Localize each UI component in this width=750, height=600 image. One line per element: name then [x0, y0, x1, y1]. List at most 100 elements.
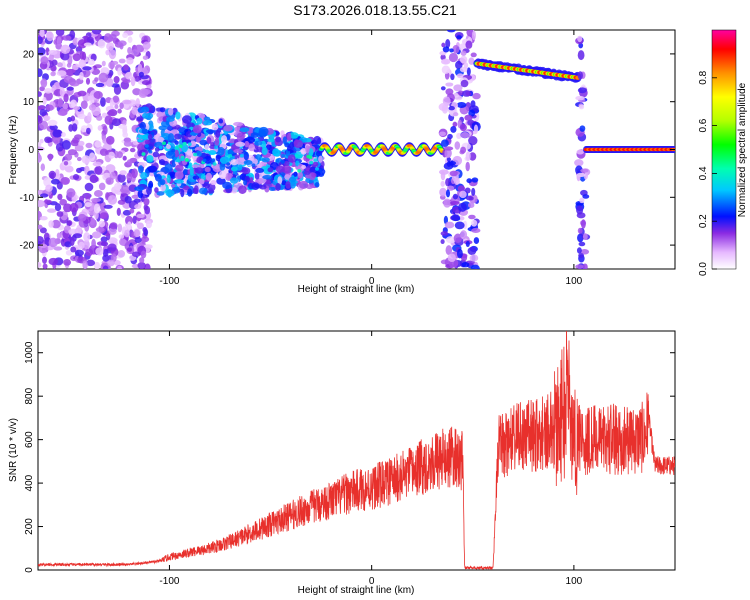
heatmap-cell — [55, 30, 65, 37]
heatmap-cell — [71, 123, 78, 132]
heatmap-cell — [60, 52, 70, 61]
heatmap-cell — [119, 170, 127, 176]
heatmap-cell — [139, 257, 145, 264]
heatmap-cell — [123, 140, 133, 147]
heatmap-cell — [238, 185, 247, 194]
heatmap-cell — [448, 106, 455, 111]
heatmap-cell — [77, 39, 88, 49]
heatmap-cell — [575, 95, 585, 101]
heatmap-cell — [208, 150, 217, 156]
heatmap-cell — [70, 139, 80, 147]
heatmap-cell — [258, 126, 269, 136]
heatmap-cell — [101, 60, 106, 67]
heatmap-cell — [91, 238, 96, 249]
heatmap-cell — [204, 144, 210, 150]
y-tick-label: 600 — [24, 431, 35, 448]
heatmap-cell — [111, 253, 117, 262]
heatmap-cell — [142, 112, 149, 119]
heatmap-cell — [212, 162, 217, 166]
heatmap-cell — [122, 209, 132, 216]
heatmap-cell — [445, 245, 453, 256]
heatmap-cell — [59, 87, 65, 97]
heatmap-cell — [113, 150, 119, 159]
heatmap-cell — [220, 135, 228, 144]
heatmap-cell — [38, 91, 42, 97]
heatmap-cell — [122, 32, 129, 39]
heatmap-cell — [463, 62, 469, 69]
heatmap-cell — [66, 62, 72, 68]
heatmap-cell — [456, 73, 464, 79]
colorbar-tick-label: 0.8 — [698, 70, 709, 84]
heatmap-cell — [578, 104, 585, 110]
heatmap-cell — [146, 154, 154, 163]
heatmap-cell — [77, 113, 87, 120]
heatmap-cell — [74, 249, 84, 257]
heatmap-cell — [230, 177, 239, 184]
heatmap-cell — [95, 247, 104, 256]
heatmap-cell — [309, 160, 314, 165]
heatmap-cell — [289, 132, 299, 139]
heatmap-cell — [102, 265, 109, 269]
heatmap-cell — [452, 193, 458, 200]
heatmap-cell — [141, 237, 146, 244]
heatmap-cell — [293, 139, 303, 149]
heatmap-cell — [272, 148, 280, 157]
heatmap-cell — [48, 257, 59, 266]
heatmap-cell — [137, 134, 148, 140]
heatmap-cell — [148, 149, 153, 154]
heatmap-cell — [52, 129, 63, 138]
heatmap-cell — [109, 98, 114, 109]
heatmap-cell — [178, 127, 187, 134]
heatmap-cell — [243, 179, 248, 186]
heatmap-cell — [108, 61, 116, 69]
heatmap-cell — [187, 188, 193, 197]
heatmap-cell — [105, 77, 114, 88]
heatmap-cell — [142, 227, 148, 233]
heatmap-cell — [148, 180, 154, 189]
heatmap-cell — [576, 212, 586, 219]
heatmap-cell — [141, 128, 148, 135]
heatmap-cell — [145, 220, 152, 229]
heatmap-cell — [93, 190, 103, 197]
heatmap-cell — [470, 264, 480, 269]
heatmap-cell — [146, 186, 152, 195]
heatmap-cell — [38, 68, 43, 77]
heatmap-cell — [158, 145, 163, 150]
heatmap-cell — [57, 62, 63, 68]
heatmap-cell — [187, 173, 197, 183]
heatmap-cell — [233, 149, 244, 154]
heatmap-cell — [577, 71, 583, 80]
heatmap-cell — [196, 117, 203, 125]
heatmap-cell — [243, 151, 250, 161]
heatmap-cell — [281, 180, 287, 186]
heatmap-cell — [57, 109, 68, 116]
heatmap-cell — [465, 240, 470, 247]
heatmap-cell — [137, 138, 142, 143]
heatmap-cell — [193, 185, 199, 194]
snr-x-ticks: -100 0 100 — [159, 331, 583, 587]
heatmap-cell — [53, 246, 63, 251]
heatmap-cell — [460, 146, 467, 154]
heatmap-cell — [469, 254, 479, 262]
colorbar-tick-label: 0.2 — [698, 214, 709, 228]
heatmap-cell — [63, 259, 72, 266]
heatmap-cell — [144, 139, 150, 145]
heatmap-cell — [239, 153, 244, 158]
heatmap-cell — [578, 42, 584, 49]
heatmap-cell — [441, 65, 451, 74]
snr-x-axis-label: Height of straight line (km) — [298, 585, 415, 596]
heatmap-cell — [251, 182, 260, 190]
heatmap-cell — [40, 78, 48, 88]
heatmap-cell — [38, 243, 48, 249]
heatmap-cell — [99, 212, 109, 220]
heatmap-cell — [228, 154, 233, 158]
heatmap-cell — [87, 95, 93, 101]
heatmap-cell — [236, 157, 246, 166]
heatmap-cell — [203, 183, 210, 189]
heatmap-cell — [204, 166, 211, 173]
heatmap-cell — [453, 112, 459, 117]
heatmap-cell — [453, 233, 463, 244]
heatmap-cell — [154, 187, 159, 193]
heatmap-cell — [166, 116, 175, 122]
heatmap-cell — [136, 116, 144, 122]
